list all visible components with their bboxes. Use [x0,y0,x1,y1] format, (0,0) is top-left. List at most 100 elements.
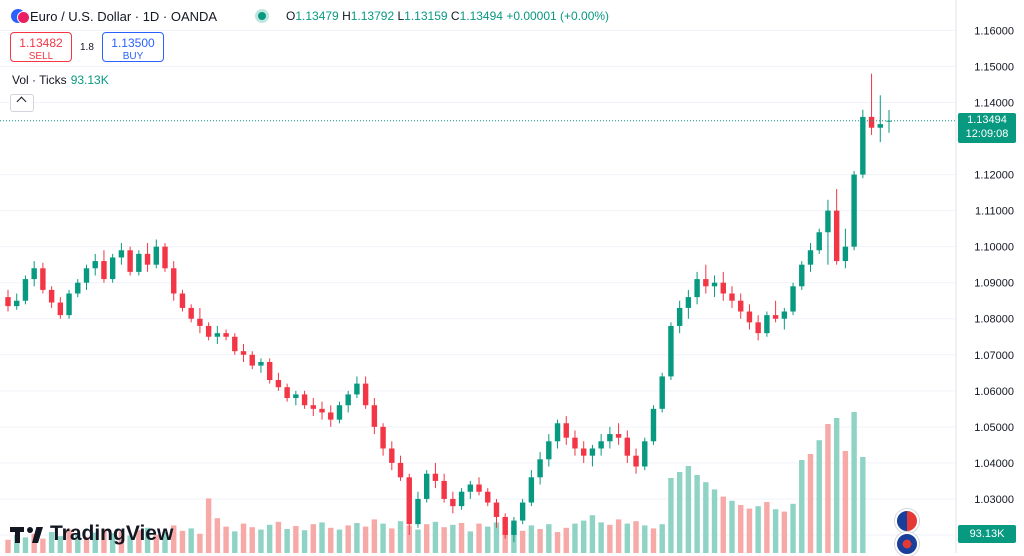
brand-name: TradingView [50,522,174,545]
volume-bar [467,531,474,553]
candle [598,434,604,456]
market-status-icon[interactable] [258,12,266,20]
volume-bar [458,523,465,553]
volume-bar [205,498,212,553]
candle-body [598,441,604,449]
candle-body [214,333,221,337]
us-event-flag-icon[interactable] [895,532,919,556]
candle-body [118,250,125,258]
volume-bar [31,533,37,553]
candle-body [833,210,840,262]
sell-button[interactable]: 1.13482 SELL [10,32,72,62]
candle-body [746,311,753,323]
volume-bar [423,524,430,553]
volume-bar [22,537,29,553]
candle-body [127,250,133,272]
buy-button[interactable]: 1.13500 BUY [102,32,164,62]
candle [171,261,177,301]
candle [580,441,587,463]
eu-event-flag-icon[interactable] [895,509,919,533]
candle-body [5,297,11,307]
close-label: C [450,9,460,23]
candle [676,300,683,334]
candle-body [755,322,761,334]
candle [703,264,709,294]
volume-bar [502,530,508,553]
candle [310,398,317,417]
candle-body [389,448,395,463]
volume-bar [615,519,622,553]
candle [258,358,264,373]
open-label: O [286,9,296,23]
candle [275,372,282,391]
volume-bar [319,522,325,553]
candle [467,480,474,499]
candle-body [650,408,657,442]
low-label: L [397,9,405,23]
volume-bar [14,535,20,553]
candle [633,448,639,474]
candle-body [362,383,369,406]
candle-body [685,297,692,308]
volume-bar [720,496,726,553]
candle [668,322,674,381]
symbol-title[interactable]: Euro / U.S. Dollar · 1D · OANDA [30,9,218,24]
volume-bar [362,526,369,553]
volume-bar [223,526,229,553]
candle [589,444,596,467]
candle [66,289,72,319]
spread-value: 1.8 [80,42,94,53]
last-price-tag: 1.13494 12:09:08 [958,112,1016,143]
sell-label: SELL [28,51,54,62]
candle [48,286,55,308]
candle-body [162,246,168,269]
volume-bar [354,523,360,553]
candle [249,351,255,370]
candle [502,513,508,539]
candle [572,430,578,456]
candle-body [528,477,535,503]
candle [738,293,744,319]
candle [877,95,883,143]
volume-bar [450,524,456,553]
candle-body [668,325,674,377]
price-tick-label: 1.07000 [974,350,1014,362]
candle [450,491,456,514]
volume-legend-label: Vol · Ticks [12,73,67,87]
candle-body [31,268,37,280]
candle-body [493,502,500,517]
volume-bar [711,489,718,553]
volume-bar [607,524,613,553]
volume-bar [127,535,133,553]
candle [301,390,308,409]
candle [799,261,805,290]
candle-body [301,394,308,406]
volume-bar [406,525,412,553]
candle-body [319,408,325,413]
candle-body [554,423,561,442]
tradingview-logo[interactable]: TradingView [10,522,173,546]
candle [328,405,334,427]
volume-bar [397,521,404,553]
volume-bar [136,530,142,553]
volume-legend[interactable]: Vol · Ticks 93.13K [12,73,109,87]
candle [807,243,814,272]
candle [5,289,11,312]
candle-body [258,361,264,366]
candle-body [179,293,186,308]
volume-bar [188,528,194,553]
volume-bar [563,527,569,553]
candle [188,304,194,323]
candle-body [711,282,718,287]
candle-body [764,315,770,334]
candle [223,329,229,341]
candle [685,289,692,319]
candle [266,358,273,384]
candle-body [807,250,814,265]
collapse-legend-button[interactable] [10,94,34,112]
candle [389,441,395,471]
volume-bar [232,531,238,553]
price-tick-label: 1.06000 [974,386,1014,398]
candle [694,271,700,305]
